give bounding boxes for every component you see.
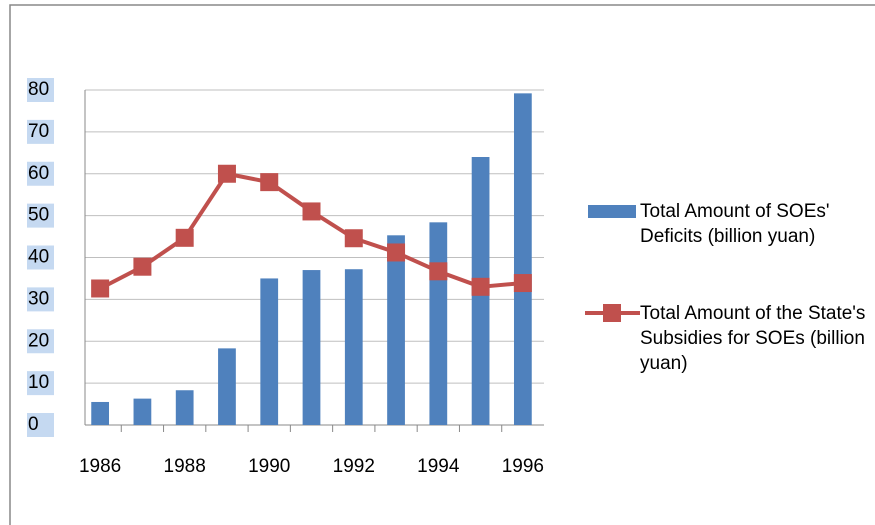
chart-border [9,4,875,525]
x-tick-label: 1988 [164,456,206,477]
bar [344,269,363,425]
bar [91,401,110,425]
legend-swatch-bar [588,205,636,218]
y-tick-highlight [27,161,54,186]
bar [133,398,152,425]
x-tick-label: 1986 [79,456,121,477]
line-marker [513,274,532,293]
y-tick-label: 30 [28,288,49,309]
bar [302,270,321,425]
y-tick-highlight [27,245,54,270]
y-tick-label: 10 [28,372,49,393]
bar [218,348,236,425]
y-tick-label: 20 [28,330,49,351]
line-marker [91,279,110,298]
bar [387,235,405,425]
line-marker [175,228,194,247]
y-tick-label: 60 [28,163,49,184]
x-tick-label: 1990 [248,456,290,477]
y-tick-highlight [27,203,54,228]
y-tick-highlight [27,119,54,144]
y-tick-highlight [27,413,54,437]
legend-swatch-marker [603,304,621,322]
legend-entry: Total Amount of SOEs' Deficits (billion … [640,201,830,247]
y-tick-label: 70 [28,121,49,142]
line-marker [260,173,279,192]
y-tick-label: 40 [28,247,49,268]
y-tick-highlight [27,287,54,312]
line-marker [133,257,152,276]
bar [260,278,279,425]
y-tick-highlight [27,371,54,396]
bar [513,93,532,425]
line-marker [302,202,321,221]
y-tick-label: 0 [28,414,39,435]
line-marker [344,229,363,248]
bar [429,222,448,425]
line-marker [217,164,236,183]
x-tick-label: 1992 [333,456,375,477]
line-marker [387,243,406,262]
y-tick-highlight [27,329,54,354]
y-tick-label: 80 [28,79,49,100]
line-marker [471,277,490,296]
line-marker [429,262,448,281]
y-tick-highlight [27,78,54,102]
x-tick-label: 1996 [502,456,544,477]
bar [175,390,194,425]
legend-entry: Total Amount of the State's Subsidies fo… [640,303,866,374]
x-tick-label: 1994 [417,456,460,477]
y-tick-label: 50 [28,205,49,226]
